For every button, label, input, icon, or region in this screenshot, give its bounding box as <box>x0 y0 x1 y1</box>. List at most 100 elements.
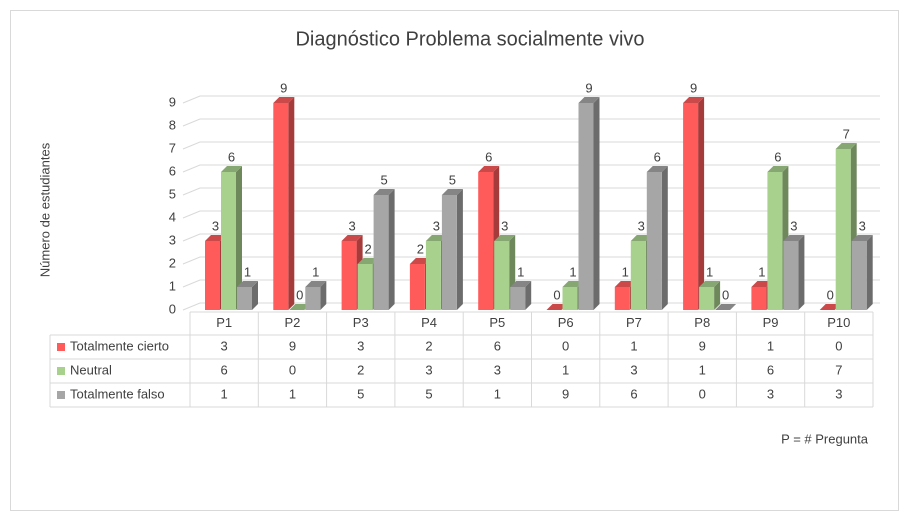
data-label: 7 <box>843 126 850 141</box>
bar-top <box>851 235 873 241</box>
bar-side <box>525 281 532 310</box>
data-label: 3 <box>348 218 355 233</box>
bar-side <box>661 166 668 310</box>
table-cell: 1 <box>494 386 501 401</box>
data-label: 3 <box>790 218 797 233</box>
table-cell: 0 <box>562 338 569 353</box>
table-cell: 3 <box>221 338 228 353</box>
legend-key <box>57 367 65 375</box>
data-label: 3 <box>433 218 440 233</box>
table-cell: 0 <box>289 362 296 377</box>
y-tick-label: 2 <box>169 255 176 270</box>
data-label: 0 <box>553 287 560 302</box>
bar <box>646 172 662 310</box>
data-label: 6 <box>485 149 492 164</box>
data-label: 9 <box>280 80 287 95</box>
bar <box>494 241 510 310</box>
data-label: 0 <box>296 287 303 302</box>
table-cell: 1 <box>562 362 569 377</box>
bar-top <box>289 304 311 310</box>
y-tick-label: 4 <box>169 209 176 224</box>
x-tick-label: P3 <box>353 315 369 330</box>
bar-side <box>388 189 395 310</box>
bar <box>237 287 252 310</box>
bar-top <box>767 166 789 172</box>
data-label: 1 <box>517 264 524 279</box>
bar-top <box>646 166 668 172</box>
table-cell: 1 <box>221 386 228 401</box>
bar-top <box>305 281 327 287</box>
legend-key <box>57 343 65 351</box>
bar-top <box>237 281 258 287</box>
y-tick-label: 0 <box>169 301 176 316</box>
bar-top <box>357 258 379 264</box>
bar-top <box>783 235 805 241</box>
bar-top <box>494 235 516 241</box>
y-tick-label: 6 <box>169 163 176 178</box>
annotation: P = # Pregunta <box>781 431 869 446</box>
bar-top <box>409 258 431 264</box>
table-cell: 3 <box>630 362 637 377</box>
table-cell: 6 <box>630 386 637 401</box>
bar-side <box>320 281 327 310</box>
x-tick-label: P10 <box>827 315 850 330</box>
legend-label: Totalmente falso <box>70 386 165 401</box>
grid-line <box>182 141 880 150</box>
table-cell: 6 <box>221 362 228 377</box>
table-cell: 3 <box>425 362 432 377</box>
bar-top <box>630 235 652 241</box>
data-label: 3 <box>501 218 508 233</box>
bar-top <box>835 143 857 149</box>
table-cell: 6 <box>494 338 501 353</box>
bar <box>630 241 646 310</box>
bar <box>683 103 699 310</box>
table-cell: 9 <box>562 386 569 401</box>
y-tick-label: 3 <box>169 232 176 247</box>
bar-top <box>205 235 226 241</box>
y-tick-label: 7 <box>169 140 176 155</box>
table-cell: 6 <box>767 362 774 377</box>
bar-side <box>288 97 295 310</box>
data-label: 3 <box>212 218 219 233</box>
bar-top <box>715 304 737 310</box>
table-cell: 7 <box>835 362 842 377</box>
bar-side <box>714 281 721 310</box>
bar <box>478 172 494 310</box>
x-tick-label: P4 <box>421 315 437 330</box>
x-tick-label: P6 <box>558 315 574 330</box>
grid-line <box>182 95 880 104</box>
data-label: 9 <box>690 80 697 95</box>
bar <box>562 287 578 310</box>
table-cell: 1 <box>767 338 774 353</box>
y-tick-label: 5 <box>169 186 176 201</box>
data-label: 0 <box>827 287 834 302</box>
table-cell: 1 <box>289 386 296 401</box>
y-tick-label: 1 <box>169 278 176 293</box>
x-tick-label: P1 <box>216 315 232 330</box>
table-cell: 3 <box>357 338 364 353</box>
bar-top <box>478 166 500 172</box>
bar-top <box>373 189 395 195</box>
table-cell: 1 <box>630 338 637 353</box>
bar <box>425 241 441 310</box>
bar-top <box>751 281 773 287</box>
bar-top <box>614 281 636 287</box>
table-cell: 3 <box>835 386 842 401</box>
data-label: 9 <box>585 80 592 95</box>
table-cell: 5 <box>357 386 364 401</box>
data-label: 0 <box>722 287 729 302</box>
bar-side <box>866 235 873 310</box>
bar-top <box>341 235 363 241</box>
bar <box>614 287 630 310</box>
data-label: 1 <box>312 264 319 279</box>
bar <box>341 241 357 310</box>
bar <box>851 241 867 310</box>
bar-top <box>699 281 721 287</box>
bar-side <box>456 189 463 310</box>
x-tick-label: P2 <box>284 315 300 330</box>
legend-key <box>57 391 65 399</box>
table-cell: 2 <box>357 362 364 377</box>
legend-label: Neutral <box>70 362 112 377</box>
bar <box>751 287 767 310</box>
